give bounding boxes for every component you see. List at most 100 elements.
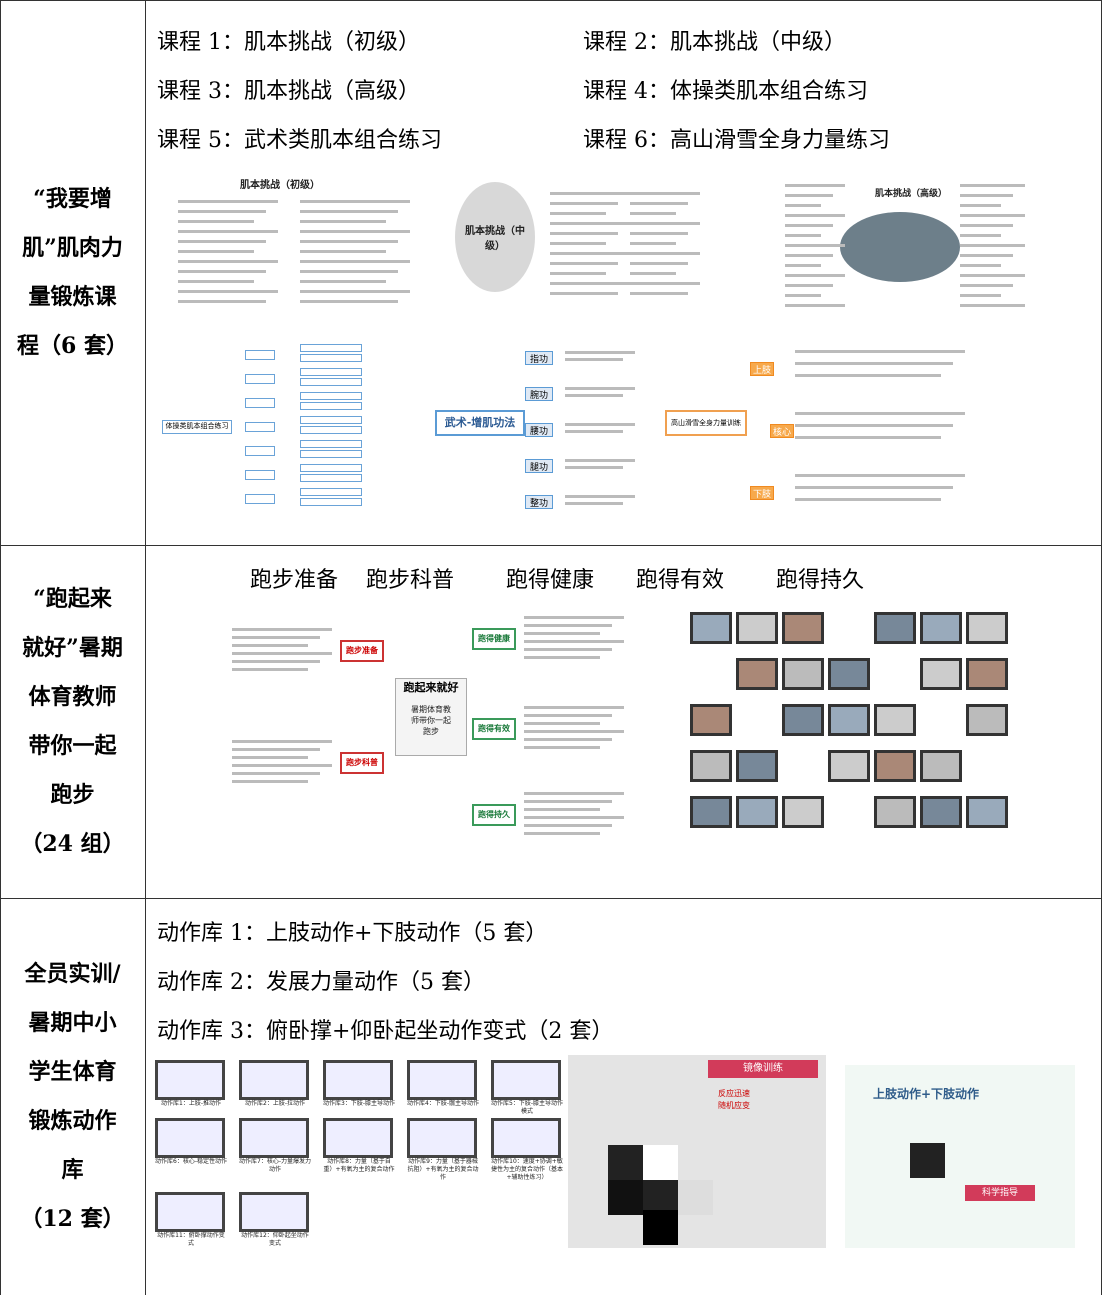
text-line: [795, 350, 965, 353]
video-caption: 动作库10：速度+协调+敏捷性为主的复合动作（基本+辅助性练习）: [491, 1158, 564, 1181]
mindmap: 体操类肌本组合练习: [160, 340, 400, 515]
text-line: [785, 204, 821, 207]
text-line: [232, 756, 308, 759]
text-line: [524, 730, 624, 733]
course-title: 课程 5：武术类肌本组合练习: [157, 128, 442, 153]
video-thumb: [323, 1118, 393, 1158]
row-label: 量锻炼课: [28, 283, 117, 310]
video-frame: [782, 658, 824, 690]
slide-title: 上肢动作+下肢动作: [873, 1087, 980, 1101]
text-line: [178, 250, 254, 253]
text-line: [178, 200, 278, 203]
text-line: [524, 832, 600, 835]
mindmap: 跑起来就好 暑期体育教师带你一起跑步 跑步准备 跑步科普 跑得健康 跑得有效 跑得持久: [232, 600, 642, 835]
text-line: [550, 212, 606, 215]
row-label: 带你一起: [28, 732, 117, 759]
text-line: [178, 270, 266, 273]
text-line: [960, 274, 1025, 277]
branch: 腕功: [525, 387, 553, 401]
text-line: [960, 214, 1025, 217]
text-line: [630, 212, 676, 215]
text-line: [300, 200, 410, 203]
video-frame: [736, 796, 778, 828]
text-line: [524, 632, 600, 635]
course-title: 课程 3：肌本挑战（高级）: [157, 79, 420, 104]
border: [0, 0, 1102, 1]
text-line: [550, 192, 630, 195]
text-line: [630, 262, 688, 265]
text-line: [630, 282, 700, 285]
text-line: [565, 502, 623, 505]
video-frame: [920, 658, 962, 690]
text-line: [232, 764, 332, 767]
thumbnail: 肌本挑战（中级）: [450, 172, 720, 322]
text-line: [178, 230, 278, 233]
text-line: [524, 616, 624, 619]
border: [0, 898, 1102, 899]
row-label: （24 组）: [20, 830, 125, 857]
text-line: [524, 722, 600, 725]
text-line: [785, 274, 845, 277]
leaf: [300, 354, 362, 362]
branch: 上肢: [750, 362, 774, 376]
node: [245, 422, 275, 432]
row-label: 全员实训/: [24, 960, 121, 987]
text-line: [550, 242, 606, 245]
leaf: [300, 488, 362, 496]
branch: 跑得健康: [472, 628, 516, 650]
text-line: [795, 374, 941, 377]
video-caption: 动作库5：下肢-膝主导动作模式: [491, 1100, 563, 1115]
row-label: 库: [61, 1156, 84, 1183]
course-title: 课程 6：高山滑雪全身力量练习: [583, 128, 890, 153]
video-caption: 动作库9：力量（基于器械抗阻）+有氧为主的复合动作: [407, 1158, 479, 1181]
video-frame: [920, 612, 962, 644]
text-line: [524, 746, 600, 749]
video-caption: 动作库3：下肢-膝主导动作: [323, 1100, 395, 1107]
node: [245, 494, 275, 504]
text-line: [565, 495, 635, 498]
branch: 跑得有效: [472, 718, 516, 740]
text-line: [232, 668, 308, 671]
video-thumb: [239, 1192, 309, 1232]
text-line: [630, 222, 700, 225]
text-line: [178, 260, 278, 263]
text-line: [960, 194, 1013, 197]
leaf: [300, 474, 362, 482]
text-line: [550, 252, 630, 255]
topic: 跑得持久: [776, 568, 865, 593]
topic: 跑得健康: [506, 568, 595, 593]
video-thumb: [407, 1118, 477, 1158]
text-line: [524, 800, 612, 803]
root: 高山滑雪全身力量训练: [665, 410, 747, 436]
text-line: [960, 264, 1001, 267]
video-thumb: [323, 1060, 393, 1100]
text-line: [785, 264, 821, 267]
video-caption: 动作库7：核心-力量爆发力动作: [239, 1158, 311, 1173]
video-frame: [690, 704, 732, 736]
library-title: 动作库 3：俯卧撑+仰卧起坐动作变式（2 套）: [157, 1019, 614, 1044]
branch: 指功: [525, 351, 553, 365]
video-frame: [966, 704, 1008, 736]
video-frame: [874, 704, 916, 736]
text-line: [960, 254, 1013, 257]
text-line: [300, 240, 398, 243]
pixel: [643, 1145, 678, 1180]
text-line: [630, 202, 688, 205]
pixel: [643, 1180, 678, 1215]
pixel: [608, 1145, 643, 1180]
text-line: [960, 204, 1001, 207]
row-label: 跑步: [50, 781, 95, 808]
tag: 科学指导: [965, 1185, 1035, 1201]
circle-bg: [455, 182, 535, 292]
video-frame: [920, 796, 962, 828]
text-line: [565, 466, 623, 469]
video-frame: [736, 750, 778, 782]
video-frame: [966, 796, 1008, 828]
pixel: [643, 1210, 678, 1245]
thumb-title: 肌本挑战（初级）: [240, 180, 320, 191]
screenshot: 上肢动作+下肢动作科学指导: [845, 1065, 1075, 1248]
leaf: [300, 378, 362, 386]
text-line: [795, 362, 953, 365]
text-line: [630, 192, 700, 195]
text-line: [550, 272, 606, 275]
